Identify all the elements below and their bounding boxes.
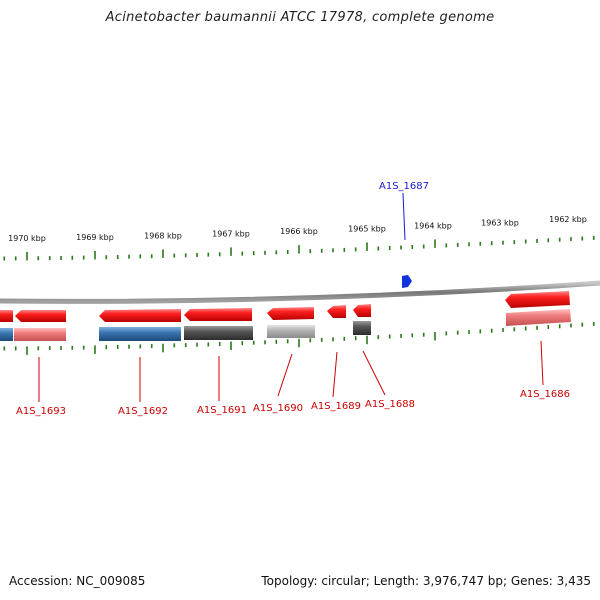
scale-tick-label: 1962 kbp — [549, 215, 587, 224]
gene-arrow-a1s-1693[interactable] — [15, 310, 66, 322]
feature-track-secondary — [0, 309, 571, 341]
scale-tick-label: 1966 kbp — [280, 227, 318, 236]
feature-block-light-1690[interactable] — [267, 325, 315, 338]
gene-leader-a1s-1687 — [402, 192, 406, 241]
scale-tick-label: 1964 kbp — [414, 222, 452, 231]
genome-title: Acinetobacter baumannii ATCC 17978, comp… — [105, 10, 495, 25]
gene-label-a1s-1687[interactable]: A1S_1687 — [379, 181, 429, 192]
scale-tick-label: 1970 kbp — [8, 234, 46, 243]
scale-tick-label: 1965 kbp — [348, 224, 386, 233]
outer-scale-ticks — [3, 235, 595, 261]
scale-tick-label: 1968 kbp — [144, 231, 182, 240]
gene-arrow-a1s-1688[interactable] — [353, 304, 371, 317]
feature-block-pink-1686[interactable] — [506, 309, 571, 326]
feature-block-dark-1688[interactable] — [353, 321, 371, 335]
gene-track-forward — [0, 291, 570, 322]
accession-text: Accession: NC_009085 — [9, 574, 146, 588]
gene-label-a1s-1689[interactable]: A1S_1689 — [311, 401, 361, 412]
scale-tick-label: 1969 kbp — [76, 233, 114, 242]
feature-block-blue-left[interactable] — [0, 328, 13, 341]
gene-label-a1s-1693[interactable]: A1S_1693 — [16, 406, 66, 417]
genome-summary-text: Topology: circular; Length: 3,976,747 bp… — [261, 574, 591, 588]
gene-arrow-a1s-1692[interactable] — [99, 309, 181, 322]
gene-arrow-a1s-1690[interactable] — [267, 307, 314, 320]
gene-marker-a1s-1687[interactable] — [402, 275, 412, 288]
gene-label-a1s-1688[interactable]: A1S_1688 — [365, 399, 415, 410]
gene-arrow-a1s-1689[interactable] — [327, 305, 346, 318]
feature-block-blue-1692[interactable] — [99, 327, 181, 341]
gene-label-a1s-1690[interactable]: A1S_1690 — [253, 403, 303, 414]
genome-backbone — [0, 280, 600, 304]
gene-leader-lines — [38, 340, 544, 402]
scale-tick-label: 1967 kbp — [212, 229, 250, 238]
gene-arrow-a1s-1691[interactable] — [184, 308, 252, 321]
feature-block-dark-1691[interactable] — [184, 326, 253, 340]
scale-tick-label: 1963 kbp — [481, 218, 519, 227]
gene-label-a1s-1686[interactable]: A1S_1686 — [520, 389, 570, 400]
gene-label-a1s-1691[interactable]: A1S_1691 — [197, 405, 247, 416]
gene-arrow-left-edge[interactable] — [0, 310, 13, 322]
gene-label-a1s-1692[interactable]: A1S_1692 — [118, 406, 168, 417]
scale-tick-labels: 1970 kbp 1969 kbp 1968 kbp 1967 kbp 1966 kbp… — [8, 215, 587, 243]
inner-scale-ticks — [3, 321, 595, 355]
gene-arrow-a1s-1686[interactable] — [505, 291, 570, 308]
feature-block-pink-1693[interactable] — [14, 328, 66, 341]
